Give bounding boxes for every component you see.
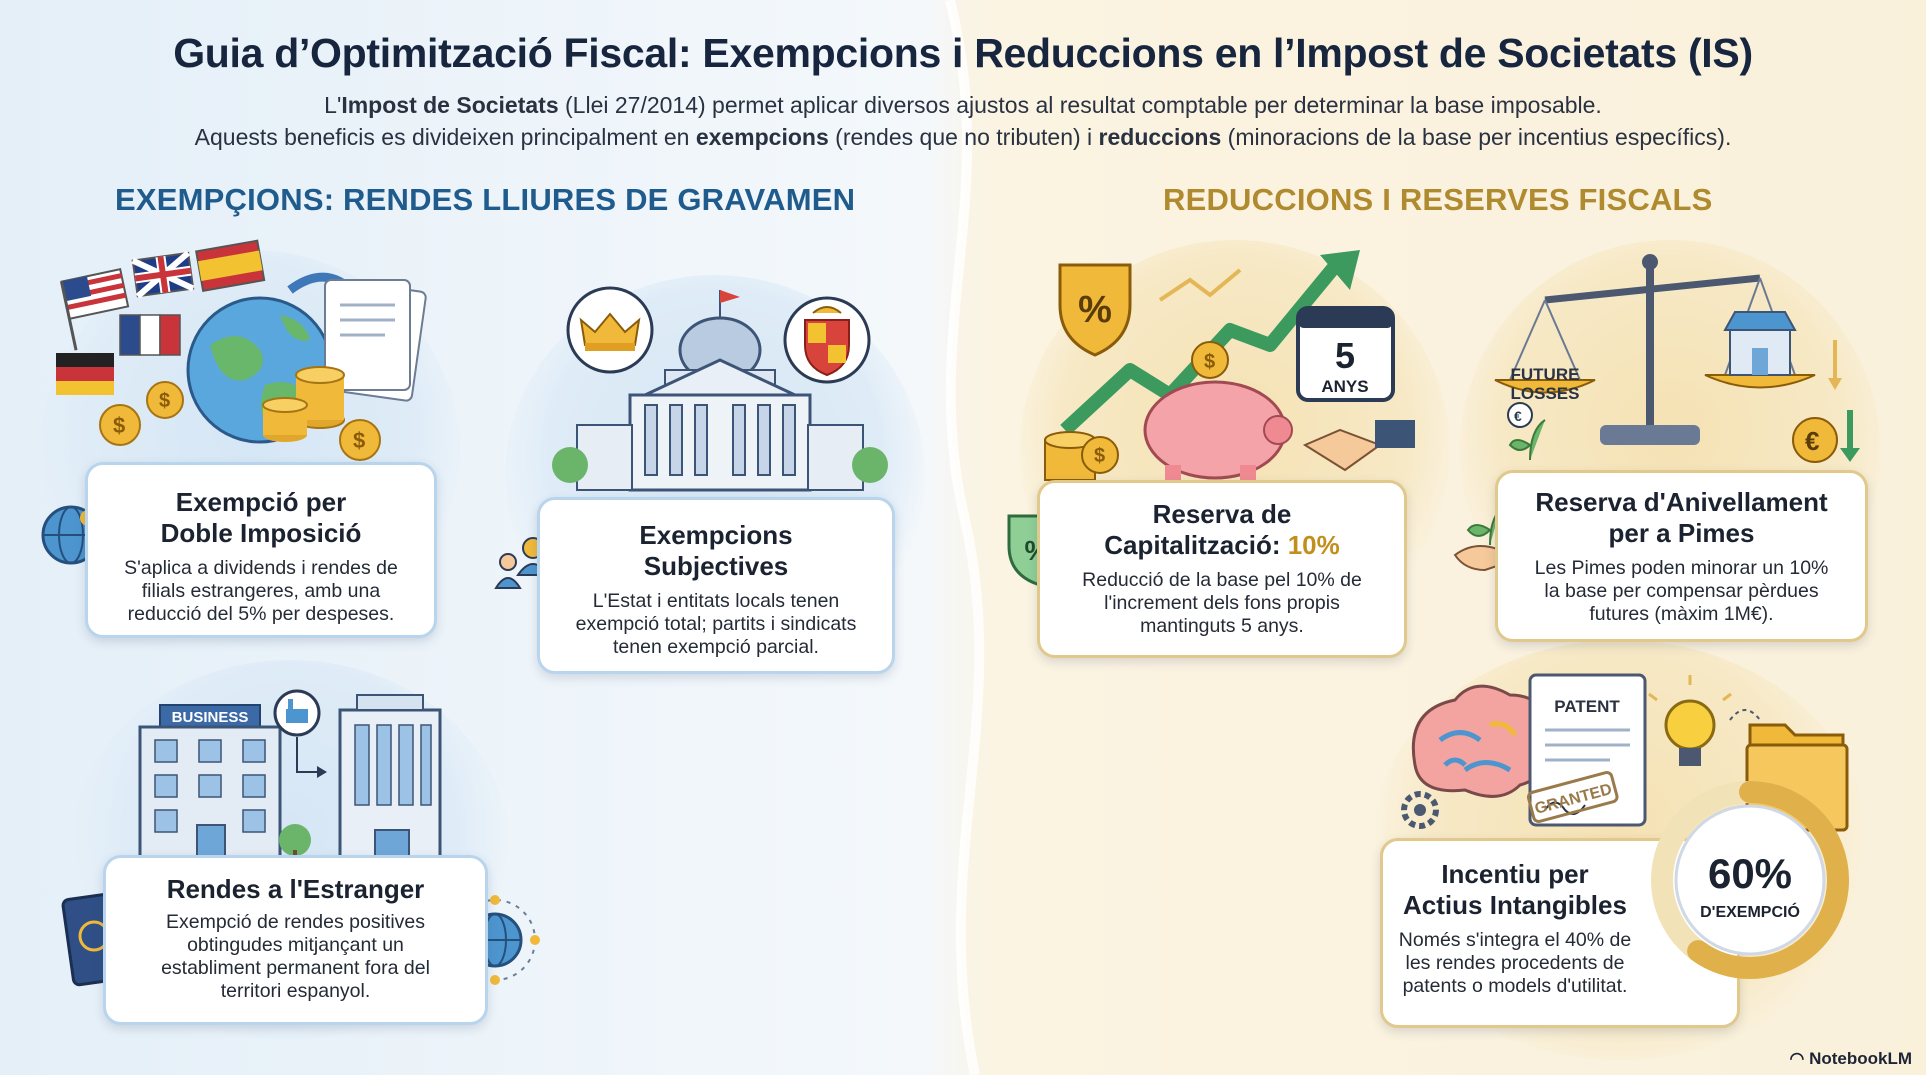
card-leveling-reserve: Reserva d'Anivellament per a Pimes Les Pi… xyxy=(1495,470,1868,642)
government-building-illustration xyxy=(552,286,888,492)
section-title-exemptions: EXEMPÇIONS: RENDES LLIURES DE GRAVAMEN xyxy=(115,182,856,217)
intro-bold-term: exempcions xyxy=(695,124,829,150)
us-flag-icon xyxy=(60,268,130,351)
card-description: S'aplica a dividends i rendes de filials … xyxy=(124,557,398,625)
germany-flag-icon xyxy=(56,353,114,395)
card-title: Reserva de Capitalització: 10% xyxy=(1104,499,1340,560)
capitalization-illustration: % 5 ANYS $ $ xyxy=(1044,250,1415,483)
percent-shield-icon: % xyxy=(1058,263,1132,357)
crown-icon xyxy=(566,286,654,374)
plant-euro-icon: € xyxy=(1507,402,1546,461)
svg-text:€: € xyxy=(1514,408,1522,424)
intro-line-1: L'Impost de Societats (Llei 27/2014) per… xyxy=(0,92,1926,119)
svg-text:$: $ xyxy=(159,390,170,412)
exemption-ring-arc xyxy=(1651,781,1849,979)
intro-bold-term: reduccions xyxy=(1098,124,1222,150)
card-title: Reserva d'Anivellament per a Pimes xyxy=(1535,487,1828,548)
document-icon xyxy=(324,279,427,402)
scale-illustration: FUTURE LOSSES € € xyxy=(1494,254,1860,463)
card-description: Les Pimes poden minorar un 10% la base pe… xyxy=(1534,557,1829,625)
svg-text:$: $ xyxy=(1204,351,1215,373)
patent-document-icon: PATENT xyxy=(1528,673,1647,827)
business-sign-label: BUSINESS xyxy=(172,709,249,726)
card-double-taxation: Exempció per Doble Imposició S'aplica a d… xyxy=(85,462,437,638)
svg-text:$: $ xyxy=(1094,445,1105,467)
spain-flag-icon xyxy=(195,239,266,293)
ring-label: D'EXEMPCIÓ xyxy=(1700,902,1800,921)
card-description: Només s'integra el 40% de les rendes proc… xyxy=(1398,929,1632,997)
card-title: Incentiu per Actius Intangibles xyxy=(1403,859,1627,920)
svg-text:€: € xyxy=(1805,426,1819,456)
card-title: Rendes a l'Estranger xyxy=(166,874,425,904)
svg-text:%: % xyxy=(1078,289,1112,331)
svg-text:FUTURE: FUTURE xyxy=(1511,365,1580,384)
shop-icon xyxy=(1723,311,1797,376)
intro-text: (Llei 27/2014) permet aplicar diversos a… xyxy=(558,92,1602,118)
svg-text:PATENT: PATENT xyxy=(1554,697,1620,716)
svg-text:5: 5 xyxy=(1335,335,1355,376)
svg-text:$: $ xyxy=(113,413,125,438)
card-foreign-income: Rendes a l'Estranger Exempció de rendes … xyxy=(103,855,488,1025)
section-title-reductions: REDUCCIONS I RESERVES FISCALS xyxy=(1163,182,1713,217)
card-subjective-exemptions: Exempcions Subjectives L'Estat i entitats… xyxy=(537,497,895,674)
brand-footer: ◠ NotebookLM xyxy=(1790,1049,1913,1069)
intro-text: Aquests beneficis es divideixen principa… xyxy=(194,124,696,150)
card-capitalization-reserve: Reserva de Capitalització: 10% Reducció d… xyxy=(1037,480,1407,658)
brain-icon xyxy=(1411,684,1549,798)
dollar-coin-icon: $ $ $ xyxy=(99,381,381,461)
card-description: Exempció de rendes positives obtingudes m… xyxy=(161,911,430,1002)
buildings-illustration: BUSINESS xyxy=(138,689,442,867)
coin-stack-icon: $ xyxy=(1044,431,1119,481)
coin-stack-icon xyxy=(262,366,345,442)
intro-bold-term: Impost de Societats xyxy=(341,92,559,118)
intro-line-2: Aquests beneficis es divideixen principa… xyxy=(0,124,1926,151)
highlight-percent: 10% xyxy=(1287,530,1340,560)
card-description: Reducció de la base pel 10% de l'incremen… xyxy=(1082,569,1362,637)
coat-of-arms-icon xyxy=(783,296,871,384)
notebooklm-logo-icon: ◠ xyxy=(1789,1049,1810,1068)
svg-text:ANYS: ANYS xyxy=(1321,377,1368,396)
page-title: Guia d’Optimització Fiscal: Exempcions i… xyxy=(173,30,1753,76)
lightbulb-icon xyxy=(1648,675,1732,766)
handshake-icon xyxy=(1302,420,1415,472)
calendar-icon: 5 ANYS xyxy=(1296,306,1395,402)
svg-text:$: $ xyxy=(353,428,365,453)
piggy-bank-icon: $ xyxy=(1143,341,1293,483)
france-flag-icon xyxy=(119,314,181,356)
arrow-icon xyxy=(296,737,319,773)
intro-text: (minoracions de la base per incentius es… xyxy=(1221,124,1732,150)
brand-label: NotebookLM xyxy=(1809,1049,1912,1068)
ring-value: 60% xyxy=(1708,850,1792,897)
uk-flag-icon xyxy=(131,250,195,299)
card-description: L'Estat i entitats locals tenen exempció … xyxy=(575,590,857,658)
intro-text: L' xyxy=(324,92,342,118)
card-title: Exempcions Subjectives xyxy=(639,520,793,581)
intro-text: (rendes que no tributen) i xyxy=(828,124,1099,150)
gear-icon xyxy=(1401,791,1439,829)
svg-text:LOSSES: LOSSES xyxy=(1511,384,1580,403)
euro-down-icon: € xyxy=(1792,340,1860,463)
card-title: Exempció per Doble Imposició xyxy=(160,487,362,548)
double-taxation-illustration: $ $ $ xyxy=(56,239,427,461)
exemption-ring-gauge: 60% D'EXEMPCIÓ xyxy=(1651,781,1849,979)
